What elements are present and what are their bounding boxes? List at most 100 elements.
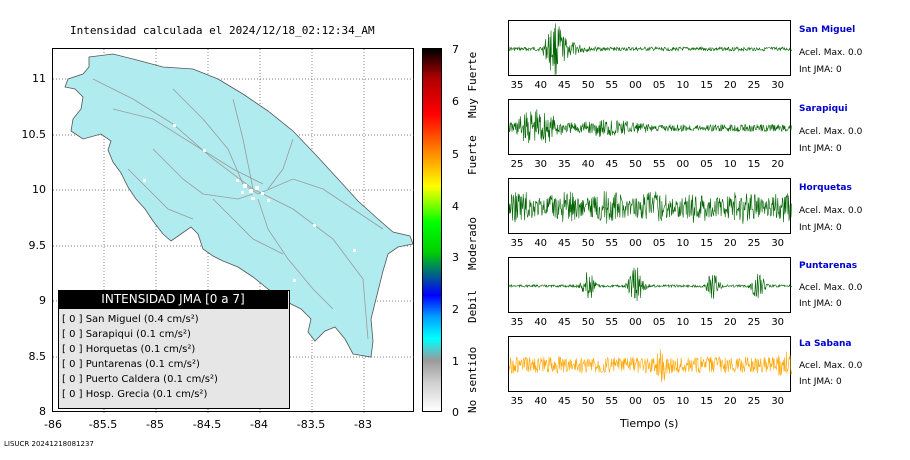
waveform-tick: 05 [652,396,666,407]
waveform-tick: 40 [581,159,595,170]
map-ytick: 9.5 [28,239,47,252]
waveform-tick: 50 [581,317,595,328]
waveform-panel-puntarenas[interactable] [508,257,792,313]
colorbar-tick: 3 [452,251,459,264]
waveform-tick: 10 [723,159,737,170]
legend-header: INTENSIDAD JMA [0 a 7] [58,290,288,309]
waveform-tick: 40 [534,80,548,91]
waveform-tick: 55 [605,238,619,249]
colorbar-label-no-sentido: No sentido [466,346,479,413]
waveform-tick: 05 [652,238,666,249]
station-name: Sarapiqui [799,104,848,114]
colorbar-tick: 6 [452,95,459,108]
map-xtick: -86 [44,418,62,431]
station-acel: Acel. Max. 0.0 [799,361,863,371]
waveform-tick: 10 [676,238,690,249]
legend-item: [ 0 ] Sarapiqui (0.1 cm/s²) [62,329,191,340]
waveform-tick: 45 [605,159,619,170]
waveform-tick: 15 [700,80,713,91]
station-int: Int JMA: 0 [799,144,842,154]
station-int: Int JMA: 0 [799,223,842,233]
waveform-tick: 45 [558,396,571,407]
town-markers [143,124,356,282]
time-axis-label: Tiempo (s) [620,417,679,430]
waveform-tick: 00 [629,238,642,249]
waveform-tick: 15 [700,317,713,328]
intensity-colorbar [422,48,442,412]
waveform-tick: 35 [510,80,524,91]
map-xtick: -85 [146,418,164,431]
waveform-tick: 00 [629,396,642,407]
waveform-tick: 20 [723,396,737,407]
waveform-tick: 30 [771,396,785,407]
colorbar-label-moderado: Moderado [466,217,479,270]
map-ytick: 10 [32,183,46,196]
waveform-tick: 50 [629,159,642,170]
waveform-line [509,23,792,76]
waveform-tick: 40 [534,317,548,328]
waveform-tick: 05 [652,317,666,328]
map-ytick: 8.5 [28,350,47,363]
station-acel: Acel. Max. 0.0 [799,48,863,58]
waveform-tick: 50 [581,396,595,407]
station-acel: Acel. Max. 0.0 [799,283,863,293]
map-title: Intensidad calculada el 2024/12/18_02:12… [70,24,375,37]
colorbar-label-fuerte: Fuerte [466,135,479,175]
footer-id: LISUCR 20241218081237 [4,440,94,448]
waveform-tick: 35 [510,317,524,328]
waveform-tick: 05 [700,159,713,170]
waveform-tick: 30 [534,159,548,170]
waveform-tick: 20 [723,80,737,91]
waveform-line [509,349,792,383]
waveform-panel-san-miguel[interactable] [508,20,792,76]
waveform-tick: 10 [676,396,690,407]
map-xtick: -83.5 [296,418,326,431]
waveform-line [509,191,792,224]
waveform-tick: 25 [510,159,524,170]
waveform-tick: 35 [510,238,524,249]
waveform-panel-horquetas[interactable] [508,178,792,234]
map-xtick: -85.5 [88,418,118,431]
waveform-tick: 20 [771,159,785,170]
waveform-panel-la-sabana[interactable] [508,336,792,392]
waveform-tick: 55 [605,317,619,328]
colorbar-label-debil: Debil [466,289,479,323]
map-ytick: 9 [39,294,46,307]
colorbar-tick: 4 [452,200,459,213]
waveform-tick: 55 [605,396,619,407]
waveform-line [509,109,792,144]
waveform-tick: 50 [581,80,595,91]
map-xtick: -84.5 [192,418,222,431]
waveform-tick: 15 [700,238,713,249]
map-ytick: 10.5 [21,128,47,141]
waveform-trace [509,109,792,144]
waveform-tick: 40 [534,396,548,407]
station-int: Int JMA: 0 [799,65,842,75]
station-name: Horquetas [799,183,852,193]
waveform-tick: 35 [510,396,524,407]
waveform-tick: 25 [747,317,761,328]
station-name: Puntarenas [799,261,858,271]
waveform-tick: 15 [747,159,761,170]
waveform-tick: 10 [676,80,690,91]
map-xtick: -84 [250,418,268,431]
waveform-tick: 45 [558,80,571,91]
waveform-tick: 55 [605,80,619,91]
waveform-line [509,267,792,302]
waveform-tick: 35 [558,159,571,170]
colorbar-tick: 7 [452,43,459,56]
station-int: Int JMA: 0 [799,377,842,387]
waveform-tick: 20 [723,317,737,328]
colorbar-tick: 5 [452,148,459,161]
waveform-tick: 00 [629,80,642,91]
waveform-tick: 45 [558,238,571,249]
waveform-tick: 10 [676,317,690,328]
waveform-panel-sarapiqui[interactable] [508,99,792,155]
waveform-tick: 20 [723,238,737,249]
station-int: Int JMA: 0 [799,299,842,309]
waveform-tick: 50 [581,238,595,249]
station-acel: Acel. Max. 0.0 [799,127,863,137]
waveform-tick: 05 [652,80,666,91]
colorbar-tick: 0 [452,406,459,419]
waveform-tick: 30 [771,238,785,249]
